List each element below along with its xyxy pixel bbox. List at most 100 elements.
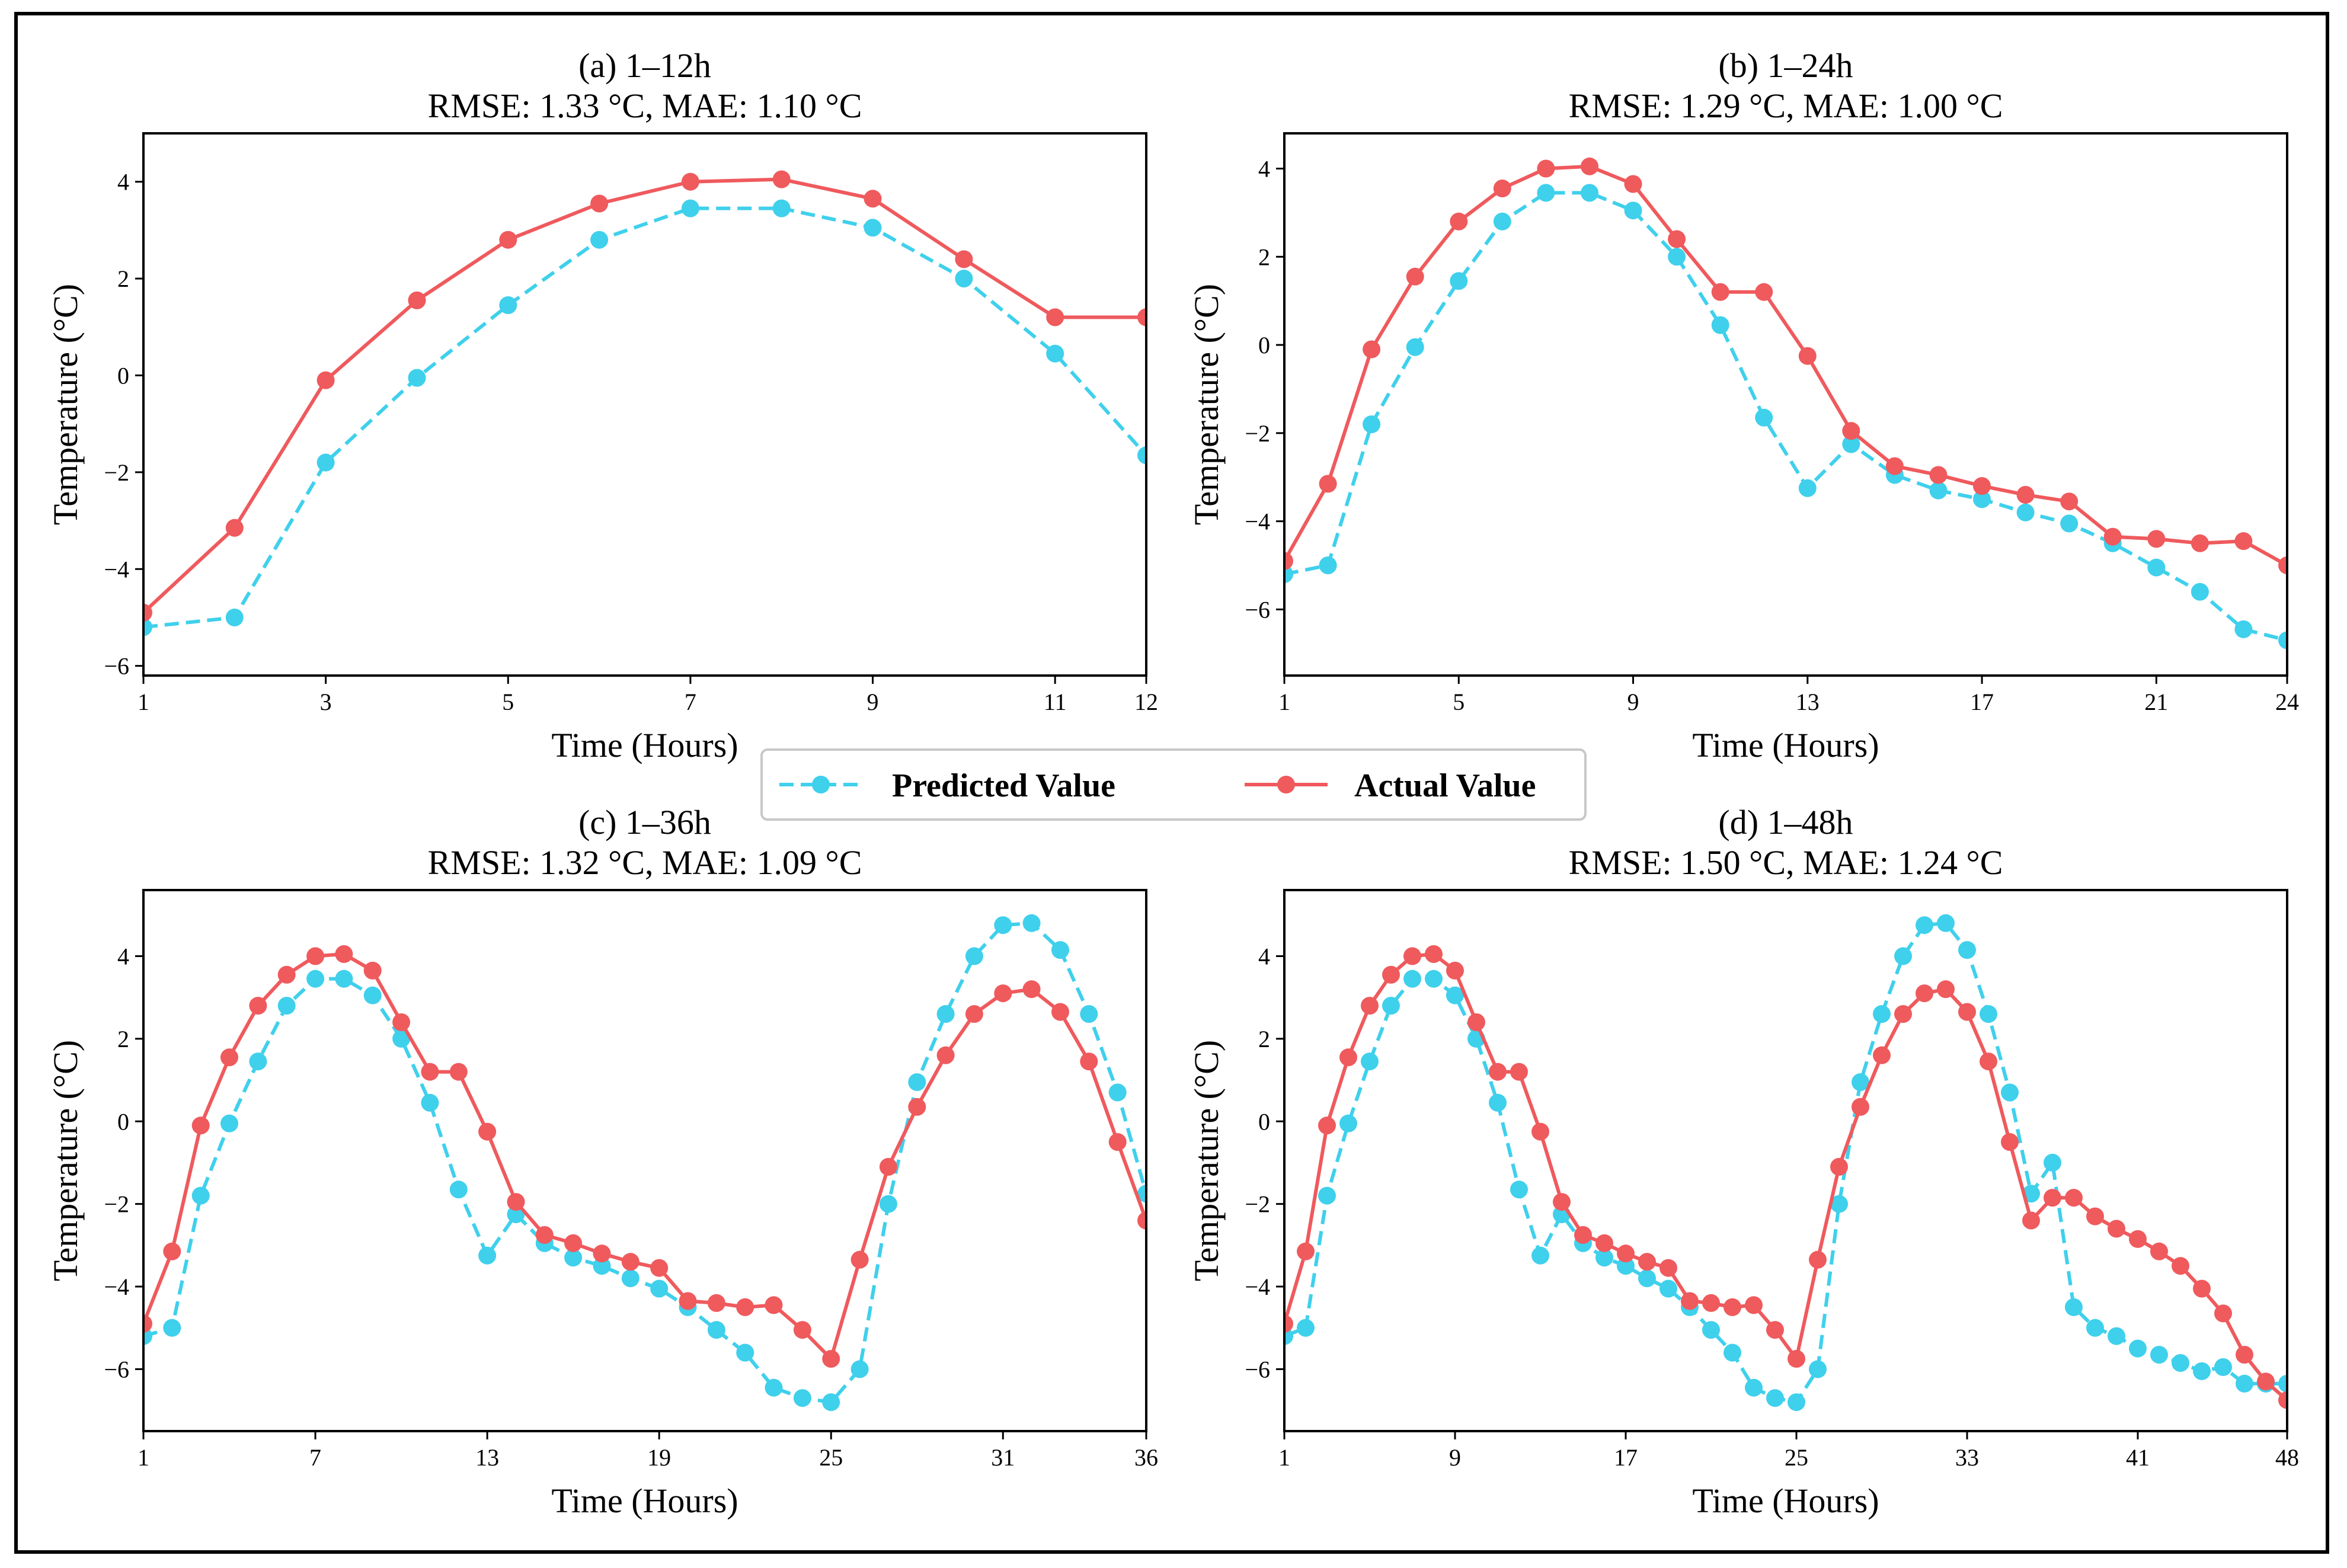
actual-point	[1937, 980, 1955, 999]
actual-point	[965, 1005, 983, 1023]
x-tick-label: 24	[2275, 689, 2299, 715]
actual-point	[277, 965, 296, 984]
y-tick-label: 0	[117, 1108, 129, 1135]
predicted-point	[1022, 914, 1041, 932]
predicted-point	[564, 1249, 583, 1267]
predicted-point	[736, 1343, 754, 1362]
x-tick-label: 1	[1278, 1444, 1290, 1471]
predicted-series	[143, 914, 1146, 1412]
y-axis-label: Temperature (°C)	[46, 1040, 85, 1281]
predicted-point	[335, 969, 353, 988]
actual-point	[2236, 1346, 2253, 1364]
predicted-point	[277, 997, 296, 1015]
predicted-point	[590, 231, 609, 249]
actual-series	[1284, 157, 2287, 574]
actual-line	[1284, 164, 2287, 567]
actual-point	[1852, 1097, 1869, 1116]
x-tick-label: 48	[2275, 1444, 2299, 1471]
actual-point	[220, 1048, 238, 1067]
predicted-point	[650, 1279, 669, 1298]
actual-point	[2147, 530, 2166, 548]
legend-actual-label: Actual Value	[1354, 767, 1536, 804]
actual-point	[994, 984, 1012, 1003]
actual-point	[1510, 1063, 1528, 1081]
x-tick-label: 5	[1453, 689, 1465, 715]
predicted-point	[2150, 1346, 2168, 1364]
predicted-point	[2044, 1154, 2061, 1172]
actual-point	[1493, 180, 1511, 197]
actual-series	[143, 945, 1146, 1368]
actual-point	[1319, 475, 1337, 493]
y-tick-label: 2	[1258, 244, 1270, 270]
y-tick-label: 2	[1258, 1026, 1270, 1052]
panel-subtitle: RMSE: 1.29 °C, MAE: 1.00 °C	[1569, 87, 2003, 125]
y-tick-label: −2	[104, 1191, 129, 1218]
predicted-point	[1446, 986, 1464, 1004]
actual-point	[2193, 1279, 2211, 1298]
legend: Predicted Value Actual Value	[760, 748, 1587, 821]
predicted-point	[1755, 408, 1773, 427]
actual-point	[335, 945, 353, 963]
y-tick-label: −2	[104, 459, 129, 486]
y-tick-label: −4	[1245, 508, 1270, 535]
actual-point	[564, 1234, 583, 1252]
actual-point	[1788, 1350, 1805, 1368]
actual-point	[736, 1298, 754, 1316]
predicted-point	[965, 947, 983, 965]
panel-subtitle: RMSE: 1.33 °C, MAE: 1.10 °C	[428, 87, 862, 125]
x-tick-label: 9	[1627, 689, 1639, 715]
actual-point	[449, 1063, 468, 1081]
actual-point	[1467, 1013, 1485, 1031]
actual-point	[363, 961, 382, 980]
actual-point	[1403, 947, 1421, 965]
actual-point	[1958, 1003, 1976, 1021]
predicted-point	[1537, 184, 1555, 202]
predicted-point	[955, 270, 973, 288]
predicted-point	[1973, 490, 1991, 508]
x-tick-label: 5	[502, 689, 514, 715]
y-tick-label: −4	[104, 556, 129, 583]
actual-point	[2234, 532, 2253, 551]
actual-point	[1894, 1005, 1912, 1023]
predicted-point	[449, 1180, 468, 1199]
x-axis-label: Time (Hours)	[1692, 1481, 1879, 1520]
actual-point	[1724, 1298, 1741, 1316]
predicted-point	[1382, 997, 1400, 1015]
predicted-point	[1929, 481, 1948, 500]
predicted-point	[1916, 916, 1933, 935]
actual-point	[1553, 1193, 1571, 1211]
predicted-point	[1510, 1180, 1528, 1199]
actual-point	[1624, 175, 1642, 193]
actual-point	[2044, 1189, 2061, 1207]
predicted-point	[1531, 1246, 1549, 1265]
actual-point	[2191, 534, 2209, 552]
actual-point	[1406, 267, 1424, 286]
actual-point	[1980, 1052, 1997, 1071]
x-axis-label: Time (Hours)	[551, 1481, 738, 1520]
predicted-point	[2086, 1319, 2104, 1337]
actual-point	[249, 997, 267, 1015]
actual-point	[1382, 965, 1400, 984]
actual-point	[650, 1259, 669, 1277]
predicted-point	[772, 199, 791, 217]
plot-frame	[1283, 132, 2288, 677]
predicted-point	[1051, 941, 1069, 959]
actual-point	[1284, 552, 1293, 570]
actual-point	[1595, 1234, 1613, 1252]
predicted-point	[2016, 503, 2035, 521]
x-tick-label: 17	[1970, 689, 1994, 715]
actual-point	[1873, 1046, 1891, 1064]
actual-point	[593, 1244, 611, 1263]
predicted-series	[1284, 914, 2287, 1412]
y-tick-label: 4	[117, 943, 129, 970]
actual-point	[1046, 308, 1064, 327]
predicted-point	[363, 986, 382, 1004]
predicted-point	[2191, 583, 2209, 601]
predicted-point	[143, 618, 152, 636]
actual-point	[392, 1013, 411, 1031]
predicted-point	[1788, 1393, 1805, 1412]
x-tick-label: 1	[138, 689, 149, 715]
predicted-point	[191, 1186, 210, 1205]
